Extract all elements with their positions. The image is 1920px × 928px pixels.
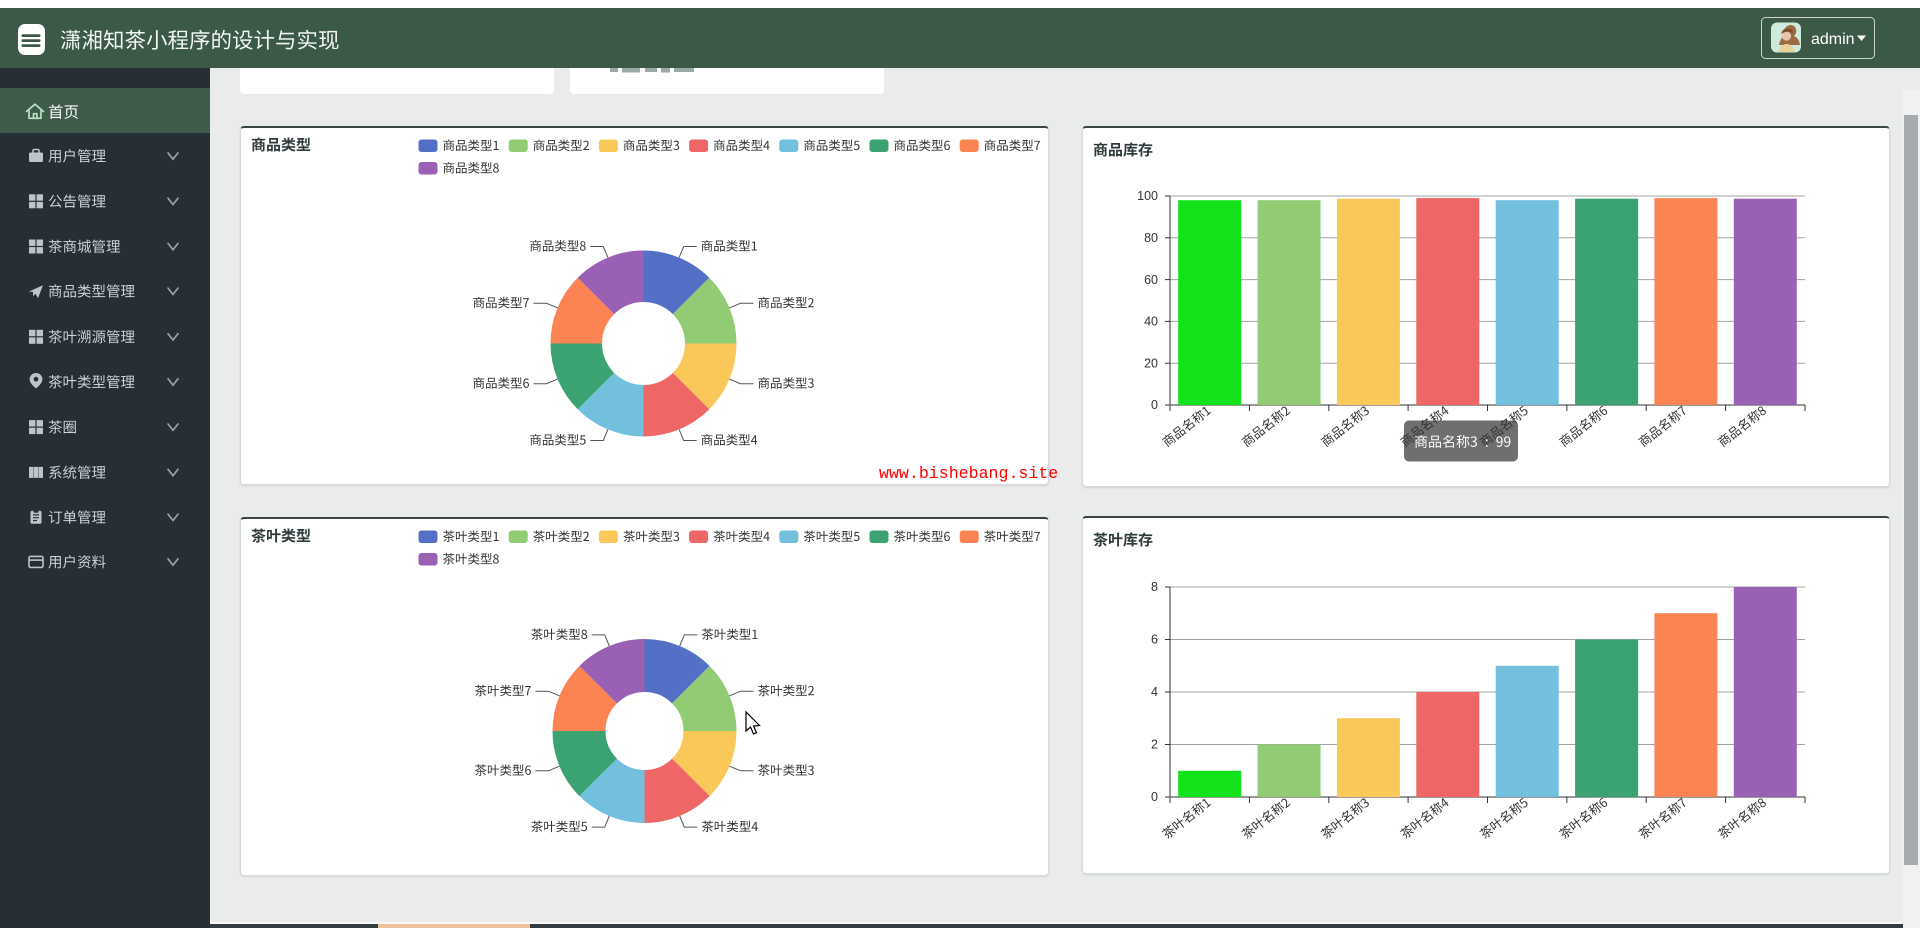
svg-text:0: 0 (1151, 398, 1158, 412)
svg-text:4: 4 (1151, 685, 1158, 699)
svg-text:0: 0 (1151, 790, 1158, 804)
svg-text:20: 20 (1144, 356, 1158, 370)
svg-text:2: 2 (1151, 738, 1158, 752)
svg-text:www.bishebang.site: www.bishebang.site (879, 464, 1058, 483)
svg-text:100: 100 (1137, 189, 1158, 203)
svg-text:40: 40 (1144, 315, 1158, 329)
svg-text:admin: admin (1811, 31, 1855, 48)
svg-text:80: 80 (1144, 231, 1158, 245)
svg-text:6: 6 (1151, 633, 1158, 647)
svg-text:60: 60 (1144, 273, 1158, 287)
svg-text:8: 8 (1151, 580, 1158, 594)
